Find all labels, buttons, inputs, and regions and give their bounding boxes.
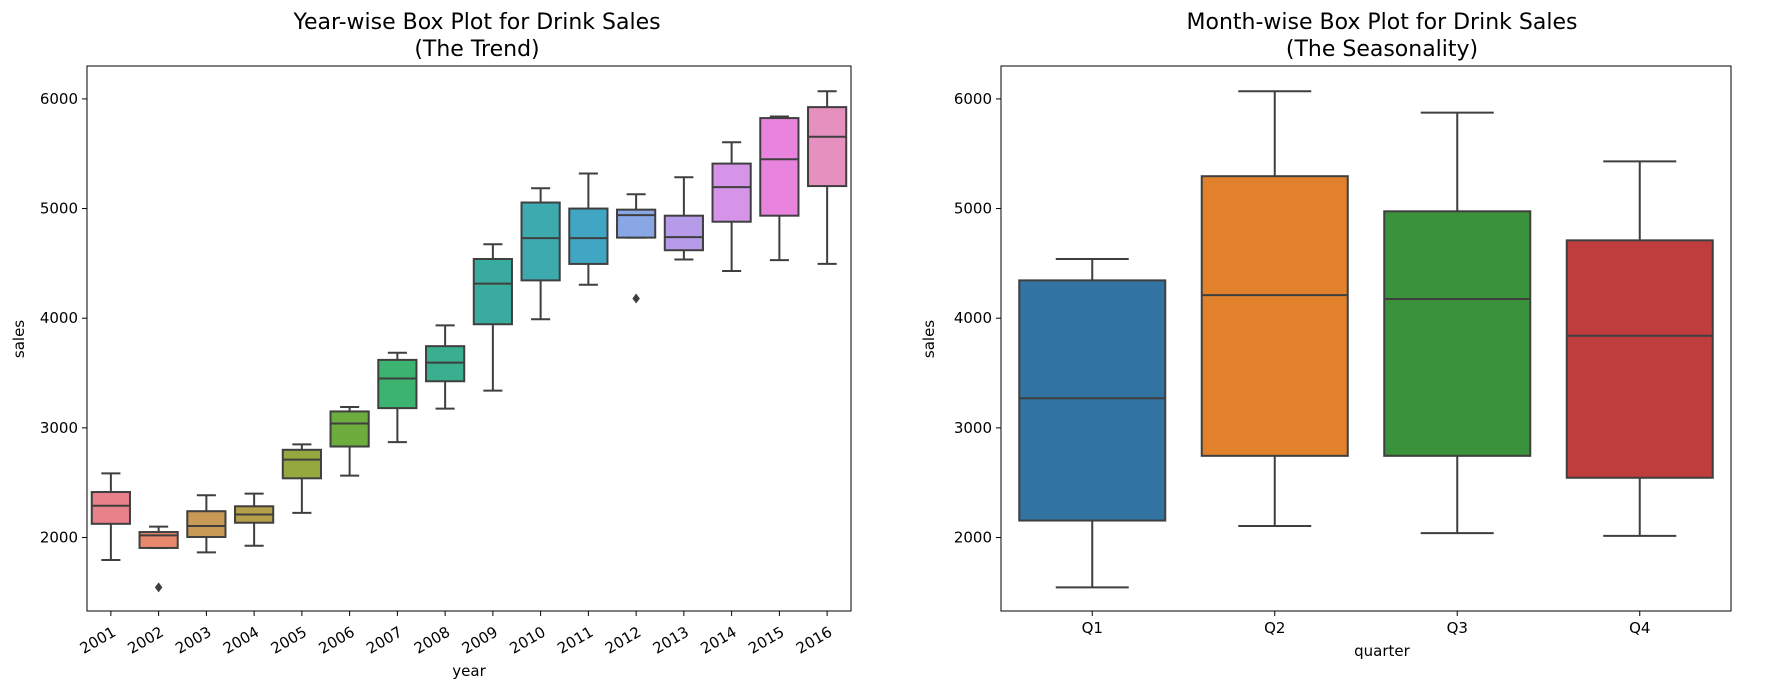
x-tick-label: 2012 (602, 623, 644, 658)
y-tick-label: 5000 (40, 200, 78, 218)
y-tick-label: 4000 (40, 309, 78, 327)
y-axis-label: sales (920, 320, 938, 358)
chart-title: Year-wise Box Plot for Drink Sales (292, 10, 660, 35)
box-body (1200, 175, 1349, 457)
outlier-point (154, 582, 163, 593)
box-2001 (90, 472, 131, 562)
box-2016 (807, 90, 848, 265)
x-tick-label: 2010 (507, 623, 549, 658)
x-tick-label: Q4 (1629, 619, 1650, 637)
plot-frame (1000, 65, 1732, 612)
x-tick-label: 2006 (316, 623, 358, 658)
chart-subtitle: (The Trend) (414, 37, 539, 62)
y-tick-label: 5000 (954, 200, 992, 218)
box-group (1018, 90, 1714, 589)
x-tick-label: Q3 (1447, 619, 1468, 637)
box-2012 (616, 193, 657, 304)
box-2002 (138, 525, 179, 593)
chart-subtitle: (The Seasonality) (1286, 37, 1478, 62)
y-axis-ticks: 2000 3000 4000 5000 6000 (40, 90, 87, 547)
y-tick-label: 6000 (40, 90, 78, 108)
box-2014 (711, 141, 752, 273)
plot-frame (86, 65, 852, 612)
x-axis-label: year (452, 662, 486, 680)
box-body (1383, 210, 1532, 457)
box-2013 (663, 176, 704, 261)
year-boxplot-chart: Year-wise Box Plot for Drink Sales (The … (10, 10, 852, 680)
box-Q4 (1565, 160, 1714, 537)
x-tick-label: 2005 (268, 623, 310, 658)
box-body (329, 410, 370, 448)
box-2015 (759, 115, 800, 262)
x-tick-label: 2001 (77, 623, 119, 658)
x-tick-label: 2016 (793, 623, 835, 658)
box-Q2 (1200, 90, 1349, 528)
box-body (807, 106, 848, 188)
x-tick-label: 2003 (172, 623, 214, 658)
x-tick-label: 2014 (698, 623, 740, 658)
box-group (90, 90, 848, 593)
y-tick-label: 6000 (954, 90, 992, 108)
x-tick-label: 2009 (459, 623, 501, 658)
box-2011 (568, 172, 609, 286)
y-tick-label: 3000 (40, 419, 78, 437)
box-body (520, 201, 561, 282)
box-2006 (329, 406, 370, 477)
x-axis-ticks: Q1 Q2 Q3 Q4 (1082, 611, 1650, 637)
box-2005 (281, 443, 322, 514)
outlier-point (632, 293, 640, 304)
box-Q3 (1383, 111, 1532, 535)
x-tick-label: 2007 (363, 623, 405, 658)
box-body (663, 214, 704, 252)
box-Q1 (1018, 257, 1167, 589)
box-2003 (186, 494, 227, 554)
box-body (616, 208, 657, 239)
box-body (711, 162, 752, 223)
box-body (377, 358, 418, 410)
box-body (472, 257, 513, 326)
box-body (90, 491, 131, 525)
box-body (759, 117, 800, 217)
box-body (425, 345, 466, 383)
box-2008 (425, 324, 466, 410)
box-body (186, 510, 227, 538)
x-axis-ticks: 2001 2002 2003 2004 2005 2006 2007 2008 2009 2010… (77, 611, 835, 658)
y-tick-label: 2000 (954, 529, 992, 547)
y-axis-ticks: 2000 3000 4000 5000 6000 (954, 90, 1001, 547)
x-tick-label: 2002 (125, 623, 167, 658)
chart-title: Month-wise Box Plot for Drink Sales (1187, 10, 1578, 35)
x-tick-label: 2004 (220, 623, 262, 658)
x-tick-label: 2013 (650, 623, 692, 658)
y-axis-label: sales (10, 320, 28, 358)
y-tick-label: 2000 (40, 529, 78, 547)
box-body (1018, 279, 1167, 522)
box-2004 (234, 492, 275, 547)
y-tick-label: 3000 (954, 419, 992, 437)
box-body (281, 448, 322, 480)
box-2009 (472, 243, 513, 392)
box-body (1565, 239, 1714, 479)
x-tick-label: 2008 (411, 623, 453, 658)
y-tick-label: 4000 (954, 309, 992, 327)
box-2007 (377, 351, 418, 444)
x-tick-label: 2011 (554, 623, 596, 658)
box-body (568, 207, 609, 265)
quarter-boxplot-chart: Month-wise Box Plot for Drink Sales (The… (920, 10, 1732, 660)
x-tick-label: 2015 (745, 623, 787, 658)
box-2010 (520, 187, 561, 321)
x-tick-label: Q1 (1082, 619, 1103, 637)
x-tick-label: Q2 (1264, 619, 1285, 637)
x-axis-label: quarter (1354, 642, 1410, 660)
